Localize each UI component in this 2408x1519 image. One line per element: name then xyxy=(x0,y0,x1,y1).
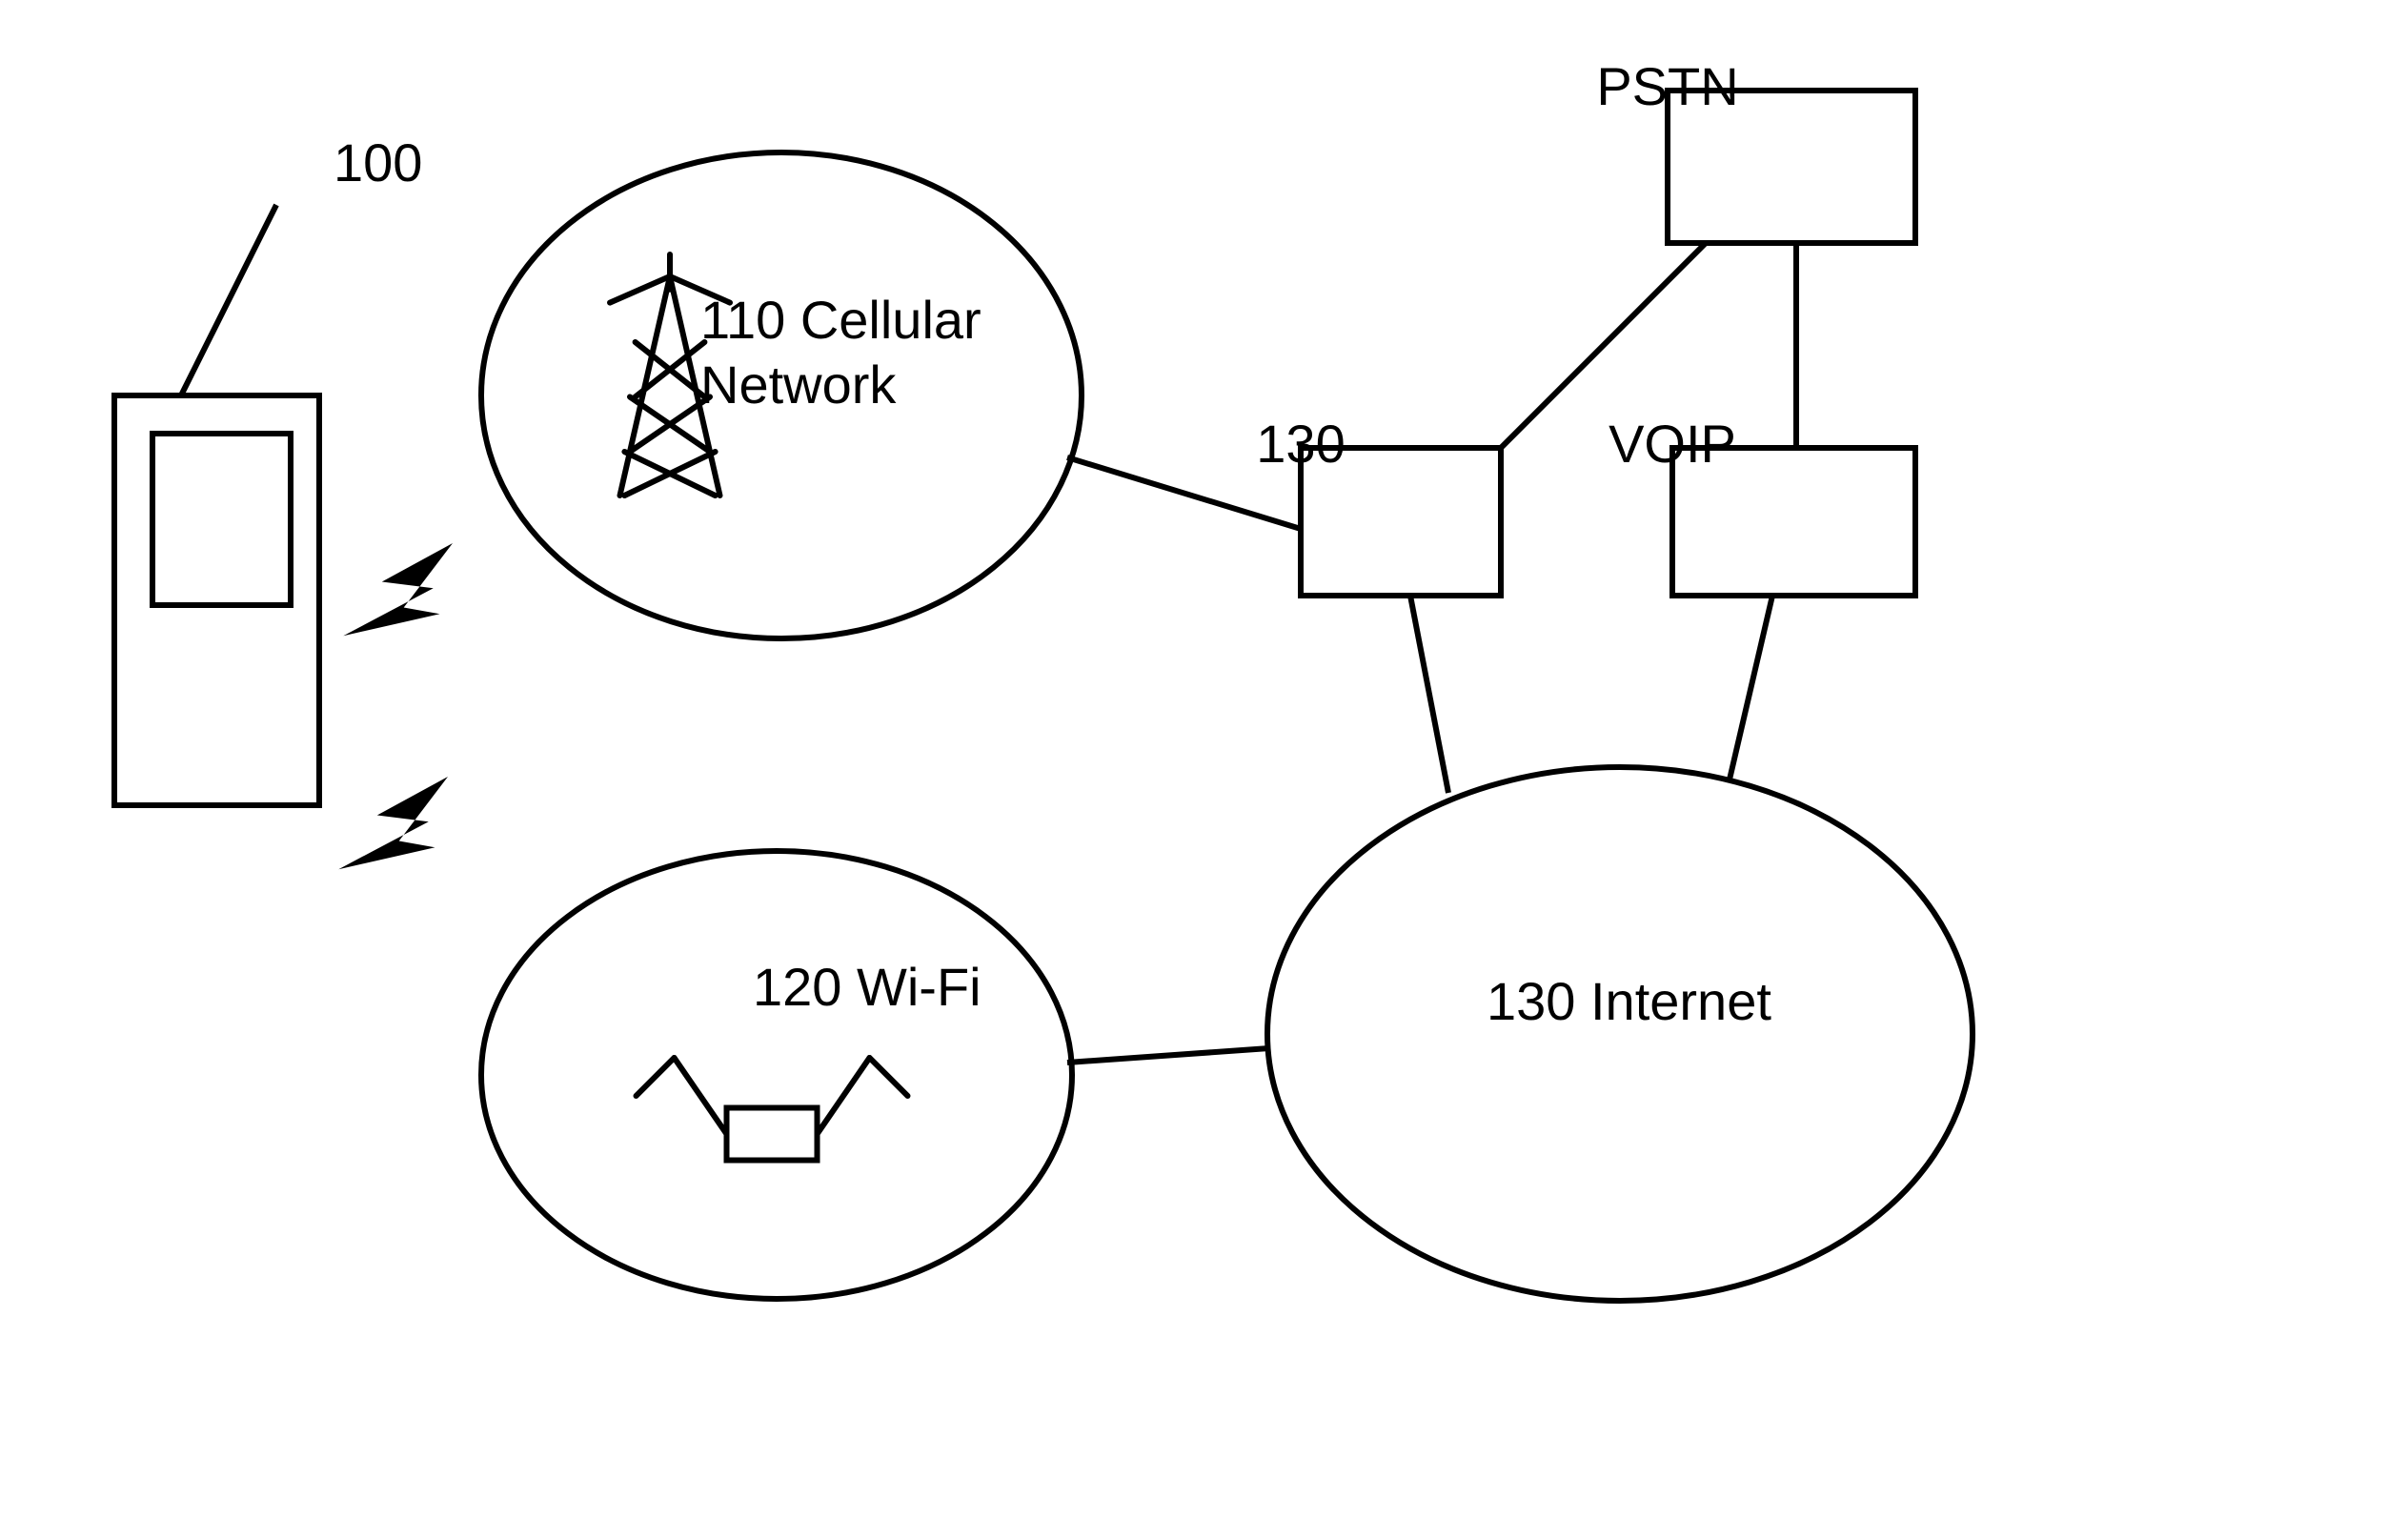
cellular-label-line1: 110 Cellular xyxy=(700,290,981,350)
cellular-label-line2: Network xyxy=(700,354,897,415)
edge xyxy=(1730,596,1772,780)
wireless-bolt-icon xyxy=(343,543,453,636)
pstn-label: PSTN xyxy=(1596,56,1738,116)
wifi-label: 120 Wi-Fi xyxy=(753,957,981,1017)
device-100 xyxy=(114,395,319,805)
edge xyxy=(1410,596,1448,793)
wifi-cloud xyxy=(481,851,1072,1299)
device-label: 100 xyxy=(334,132,422,192)
internet-label: 130 Internet xyxy=(1487,971,1771,1031)
device-leader-line xyxy=(181,205,276,395)
wifi-ap-icon xyxy=(637,1058,908,1161)
internet-cloud xyxy=(1267,767,1973,1301)
edge xyxy=(1067,1048,1269,1063)
device-screen xyxy=(152,434,291,605)
edges-group xyxy=(1067,243,1796,1063)
node-130-label: 130 xyxy=(1256,414,1345,474)
voip-label: VOIP xyxy=(1609,414,1736,474)
wireless-bolt-icon xyxy=(338,777,448,869)
network-diagram: 100 110 Cellular Network 120 Wi-Fi 130 P… xyxy=(0,0,2408,1519)
